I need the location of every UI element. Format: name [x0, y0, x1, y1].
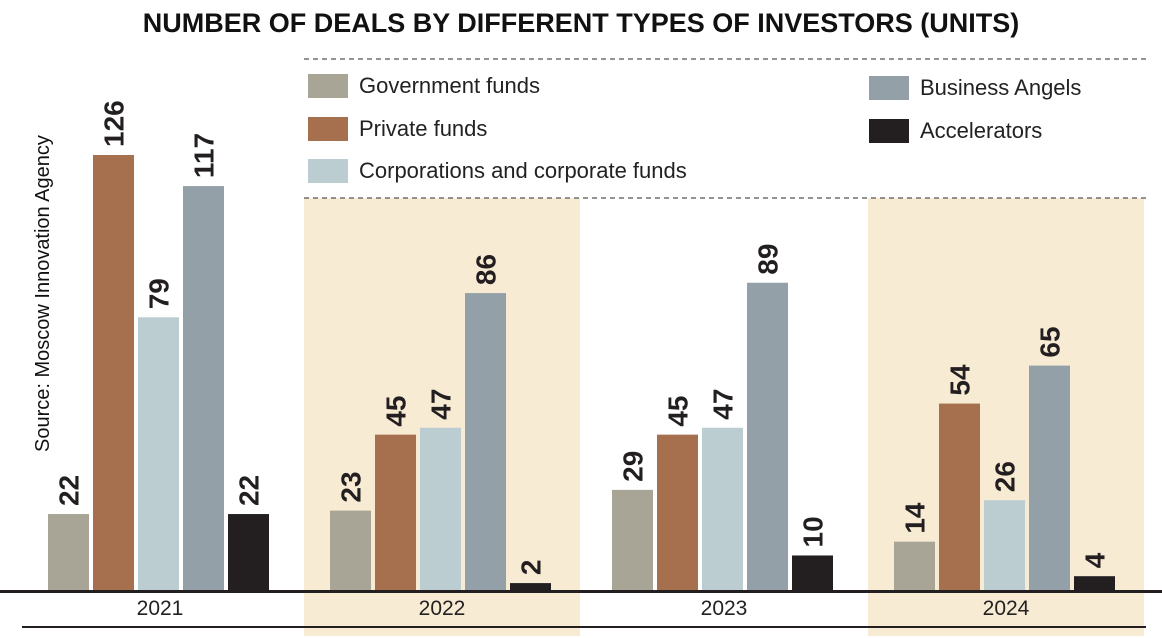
bar-government-funds-2024 [894, 541, 935, 590]
legend-label-government-funds: Government funds [359, 73, 540, 98]
legend-item-private-funds: Private funds [308, 116, 487, 142]
x-tick-label-2024: 2024 [983, 597, 1030, 620]
highlight-bands [304, 198, 1144, 636]
value-label-accelerators-2021: 22 [234, 475, 265, 506]
bar-accelerators-2021 [228, 514, 269, 590]
legend-item-business-angels: Business Angels [869, 75, 1081, 101]
value-label-government-funds-2022: 23 [336, 471, 367, 502]
bar-private-funds-2021 [93, 155, 134, 590]
legend-item-government-funds: Government funds [308, 73, 540, 99]
bar-government-funds-2021 [48, 514, 89, 590]
legend-label-corporations-and-corporate-funds: Corporations and corporate funds [359, 158, 687, 183]
value-label-private-funds-2021: 126 [99, 100, 130, 147]
legend-item-corporations-and-corporate-funds: Corporations and corporate funds [308, 158, 687, 184]
value-label-business-angels-2021: 117 [189, 133, 220, 178]
value-label-corporations-and-corporate-funds-2022: 47 [426, 389, 457, 420]
bar-accelerators-2022 [510, 583, 551, 590]
x-tick-label-2022: 2022 [419, 597, 466, 620]
bar-corporations-and-corporate-funds-2022 [420, 427, 461, 590]
bar-corporations-and-corporate-funds-2024 [984, 500, 1025, 590]
value-label-corporations-and-corporate-funds-2024: 26 [990, 461, 1021, 492]
chart-title: NUMBER OF DEALS BY DIFFERENT TYPES OF IN… [142, 8, 1020, 38]
x-tick-label-2023: 2023 [701, 597, 748, 620]
value-label-private-funds-2024: 54 [945, 364, 976, 396]
bar-private-funds-2024 [939, 403, 980, 590]
bar-government-funds-2022 [330, 510, 371, 590]
value-label-government-funds-2021: 22 [54, 475, 85, 506]
bar-corporations-and-corporate-funds-2023 [702, 427, 743, 590]
value-label-business-angels-2023: 89 [753, 244, 784, 275]
x-tick-label-2021: 2021 [137, 597, 184, 620]
legend-swatch-government-funds [308, 74, 348, 98]
bar-private-funds-2022 [375, 434, 416, 590]
bar-private-funds-2023 [657, 434, 698, 590]
x-axis: 2021 2022 2023 2024 [0, 590, 1162, 628]
bar-business-angels-2021 [183, 186, 224, 591]
legend-swatch-corporations-and-corporate-funds [308, 159, 348, 183]
value-labels: 22 126 79 117 22 23 45 47 86 2 29 45 47 89 10 14 54 26 65 4 [54, 100, 1111, 575]
value-label-corporations-and-corporate-funds-2023: 47 [708, 389, 739, 420]
legend-item-accelerators: Accelerators [869, 118, 1042, 144]
value-label-business-angels-2022: 86 [471, 254, 502, 285]
bar-business-angels-2022 [465, 293, 506, 590]
bar-accelerators-2024 [1074, 576, 1115, 590]
legend-swatch-accelerators [869, 119, 909, 143]
value-label-private-funds-2022: 45 [381, 395, 412, 426]
legend-swatch-business-angels [869, 76, 909, 100]
value-label-government-funds-2024: 14 [900, 502, 931, 534]
value-label-accelerators-2022: 2 [516, 560, 547, 576]
value-label-corporations-and-corporate-funds-2021: 79 [144, 278, 175, 309]
value-label-accelerators-2023: 10 [798, 516, 829, 547]
bar-government-funds-2023 [612, 489, 653, 590]
bar-corporations-and-corporate-funds-2021 [138, 317, 179, 590]
value-label-business-angels-2024: 65 [1035, 326, 1066, 357]
legend-swatch-private-funds [308, 117, 348, 141]
legend-label-business-angels: Business Angels [920, 75, 1082, 100]
bars [48, 155, 1115, 591]
bar-accelerators-2023 [792, 555, 833, 590]
legend-label-accelerators: Accelerators [920, 118, 1043, 143]
value-label-government-funds-2023: 29 [618, 451, 649, 482]
legend-label-private-funds: Private funds [359, 116, 488, 141]
bar-business-angels-2024 [1029, 365, 1070, 590]
value-label-private-funds-2023: 45 [663, 395, 694, 426]
bar-business-angels-2023 [747, 282, 788, 590]
value-label-accelerators-2024: 4 [1080, 552, 1111, 568]
